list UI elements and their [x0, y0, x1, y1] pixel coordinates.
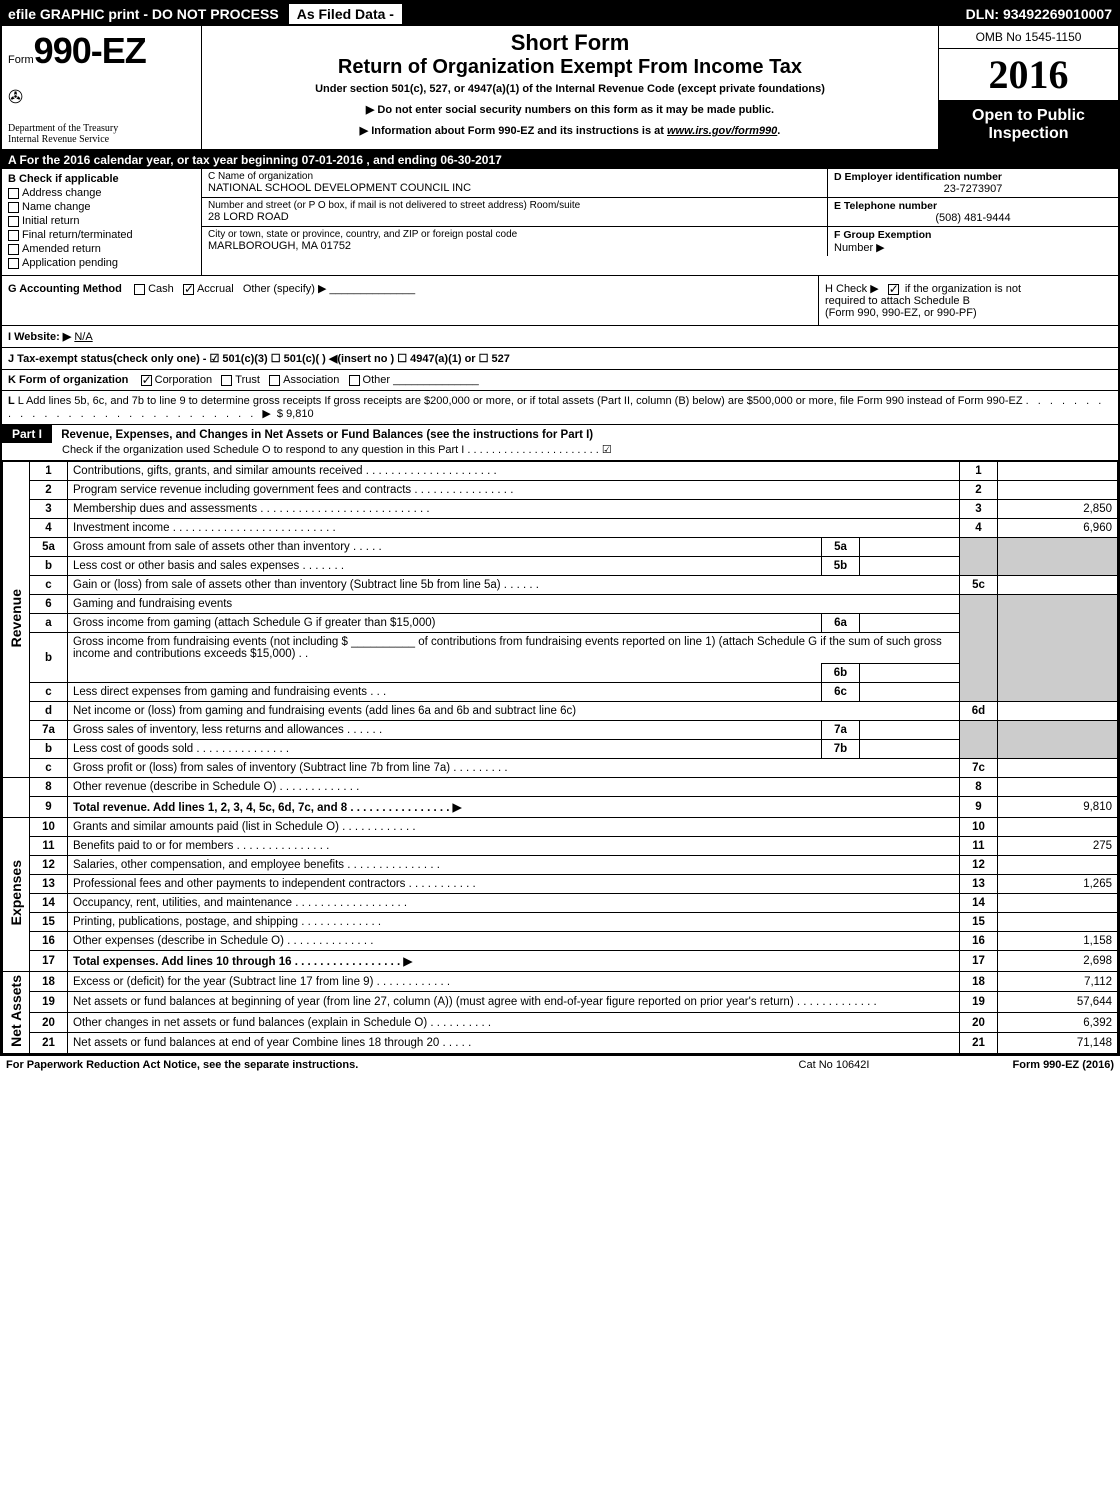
row-k-form-org: K Form of organization Corporation Trust…: [2, 370, 1118, 391]
chk-name-change[interactable]: Name change: [8, 201, 195, 213]
form-990ez: efile GRAPHIC print - DO NOT PROCESS As …: [0, 0, 1120, 1056]
chk-application-pending[interactable]: Application pending: [8, 257, 195, 269]
row-i-website: I Website: ▶ N/A: [2, 326, 1118, 348]
section-bcdef: B Check if applicable Address change Nam…: [2, 169, 1118, 276]
omb-number: OMB No 1545-1150: [939, 26, 1118, 49]
short-form-label: Short Form: [210, 30, 930, 56]
row-l-gross-receipts: L L Add lines 5b, 6c, and 7b to line 9 t…: [2, 391, 1118, 425]
chk-initial-return[interactable]: Initial return: [8, 215, 195, 227]
page-footer: For Paperwork Reduction Act Notice, see …: [0, 1056, 1120, 1074]
header-right: OMB No 1545-1150 2016 Open to Public Ins…: [938, 26, 1118, 149]
dln-label: DLN: 93492269010007: [960, 4, 1118, 24]
side-label-netassets: Net Assets: [3, 972, 30, 1054]
phone-value: (508) 481-9444: [834, 212, 1112, 224]
footer-formno: Form 990-EZ (2016): [934, 1059, 1114, 1071]
form-number: Form 990-EZ: [8, 30, 195, 72]
website-value: N/A: [74, 331, 92, 343]
chk-final-return[interactable]: Final return/terminated: [8, 229, 195, 241]
chk-corporation[interactable]: [141, 375, 152, 386]
col-cdef: C Name of organization NATIONAL SCHOOL D…: [202, 169, 1118, 275]
form-title: Return of Organization Exempt From Incom…: [210, 56, 930, 79]
accounting-method: G Accounting Method Cash Accrual Other (…: [2, 276, 818, 325]
open-to-public-badge: Open to Public Inspection: [939, 101, 1118, 149]
ein-value: 23-7273907: [834, 183, 1112, 195]
chk-association[interactable]: [269, 375, 280, 386]
form-header: Form 990-EZ ✇ Department of the Treasury…: [2, 26, 1118, 151]
irs-link[interactable]: www.irs.gov/form990: [667, 125, 777, 137]
part-i-table: Revenue 1 Contributions, gifts, grants, …: [2, 461, 1118, 1054]
part-i-header: Part I Revenue, Expenses, and Changes in…: [2, 425, 1118, 461]
ein-block: D Employer identification number 23-7273…: [828, 169, 1118, 197]
org-name: NATIONAL SCHOOL DEVELOPMENT COUNCIL INC: [208, 182, 821, 194]
chk-address-change[interactable]: Address change: [8, 187, 195, 199]
tax-year: 2016: [939, 49, 1118, 101]
treasury-seal-icon: ✇: [8, 87, 195, 108]
dept-block: Department of the Treasury Internal Reve…: [8, 123, 195, 145]
street-block: Number and street (or P O box, if mail i…: [202, 198, 828, 226]
street-value: 28 LORD ROAD: [208, 211, 821, 223]
chk-schedule-b[interactable]: [888, 284, 899, 295]
side-label-revenue: Revenue: [3, 462, 30, 778]
as-filed-label: As Filed Data -: [289, 4, 402, 24]
form-notice-1: ▶ Do not enter social security numbers o…: [210, 103, 930, 116]
footer-catno: Cat No 10642I: [734, 1059, 934, 1071]
efile-text: efile GRAPHIC print - DO NOT PROCESS: [2, 4, 285, 24]
part-i-badge: Part I: [2, 425, 52, 443]
city-block: City or town, state or province, country…: [202, 227, 828, 256]
row-a-tax-year: A For the 2016 calendar year, or tax yea…: [2, 151, 1118, 169]
chk-accrual[interactable]: [183, 284, 194, 295]
chk-cash[interactable]: [134, 284, 145, 295]
side-label-expenses: Expenses: [3, 818, 30, 972]
city-value: MARLBOROUGH, MA 01752: [208, 240, 821, 252]
form-notice-2: ▶ Information about Form 990-EZ and its …: [210, 124, 930, 137]
efile-topbar: efile GRAPHIC print - DO NOT PROCESS As …: [2, 2, 1118, 26]
row-j-tax-exempt: J Tax-exempt status(check only one) - ☑ …: [2, 348, 1118, 370]
org-name-block: C Name of organization NATIONAL SCHOOL D…: [202, 169, 828, 197]
row-gh: G Accounting Method Cash Accrual Other (…: [2, 276, 1118, 326]
gross-receipts-value: $ 9,810: [277, 408, 314, 420]
form-subtitle: Under section 501(c), 527, or 4947(a)(1)…: [210, 83, 930, 95]
chk-other[interactable]: [349, 375, 360, 386]
phone-block: E Telephone number (508) 481-9444: [828, 198, 1118, 226]
chk-amended-return[interactable]: Amended return: [8, 243, 195, 255]
footer-notice: For Paperwork Reduction Act Notice, see …: [6, 1059, 734, 1071]
col-b-checkboxes: B Check if applicable Address change Nam…: [2, 169, 202, 275]
schedule-b-check: H Check ▶ if the organization is not req…: [818, 276, 1118, 325]
header-left: Form 990-EZ ✇ Department of the Treasury…: [2, 26, 202, 149]
header-mid: Short Form Return of Organization Exempt…: [202, 26, 938, 149]
chk-trust[interactable]: [221, 375, 232, 386]
group-exemption-block: F Group Exemption Number ▶: [828, 227, 1118, 256]
